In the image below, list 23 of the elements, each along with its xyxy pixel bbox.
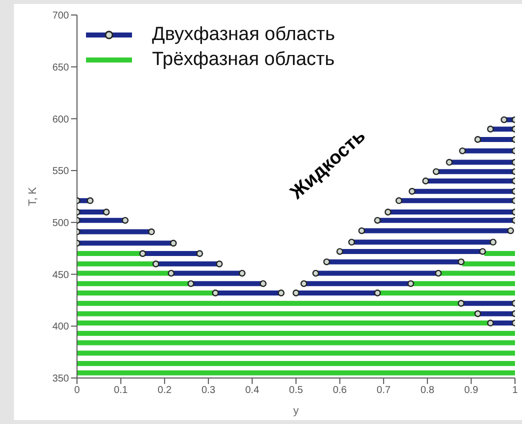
x-tick-label: 0.1	[114, 385, 128, 396]
legend-label: Трёхфазная область	[152, 48, 335, 70]
y-axis-title: T, K	[26, 186, 39, 206]
y-tick-label: 350	[52, 374, 70, 385]
x-tick-label: 0.4	[245, 385, 260, 396]
x-tick-label: 0.2	[158, 385, 172, 396]
y-tick-label: 600	[52, 114, 70, 126]
x-tick-label: 0.7	[376, 385, 391, 396]
y-tick-label: 450	[52, 270, 70, 281]
y-tick-label: 400	[52, 322, 70, 333]
y-tick-label: 500	[52, 218, 70, 229]
x-tick-label: 0.3	[201, 385, 216, 396]
y-tick-label: 550	[52, 166, 70, 178]
y-tick-label: 650	[52, 62, 70, 74]
x-tick-label: 0	[74, 385, 80, 396]
x-tick-label: 0.5	[289, 385, 304, 396]
x-tick-label: 0.6	[332, 385, 348, 396]
x-tick-label: 0.9	[464, 385, 479, 396]
x-tick-label: 1	[512, 385, 518, 396]
x-tick-label: 0.8	[420, 385, 435, 396]
y-tick-label: 700	[52, 10, 70, 22]
x-axis-title: y	[293, 405, 300, 417]
legend-label: Двухфазная область	[152, 24, 336, 46]
